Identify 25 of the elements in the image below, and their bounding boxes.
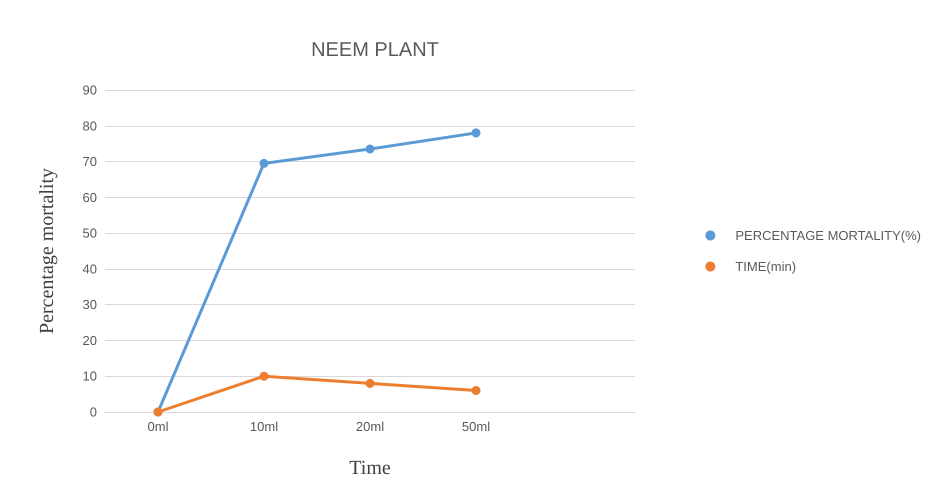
y-tick-label: 10 — [82, 368, 97, 384]
y-tick-label: 50 — [82, 226, 97, 241]
y-tick-label: 30 — [82, 297, 97, 312]
point — [260, 372, 268, 381]
y-tick-label: 90 — [82, 82, 97, 98]
y-tick-label: 70 — [82, 154, 97, 170]
y-tick-label: 60 — [82, 190, 97, 205]
point — [472, 386, 480, 396]
x-tick-label: 0ml — [148, 419, 169, 434]
x-tick-label: 50ml — [462, 419, 490, 434]
point — [260, 158, 268, 168]
x-tick-label: 20ml — [356, 419, 384, 434]
x-tick-label: 10ml — [250, 419, 278, 434]
x-axis-title: Time — [349, 457, 391, 479]
y-tick-label: 0 — [90, 404, 97, 420]
y-tick-label: 40 — [82, 261, 97, 276]
chart-title: NEEM PLANT — [311, 39, 439, 61]
point — [366, 378, 374, 388]
point — [366, 144, 374, 154]
legend-label: PERCENTAGE MORTALITY(%) — [735, 228, 922, 243]
point — [472, 128, 480, 138]
y-axis-title: Percentage mortality — [36, 168, 58, 334]
y-tick-label: 80 — [82, 118, 97, 134]
y-tick-label: 20 — [82, 332, 97, 348]
legend-label: TIME(min) — [735, 259, 796, 274]
